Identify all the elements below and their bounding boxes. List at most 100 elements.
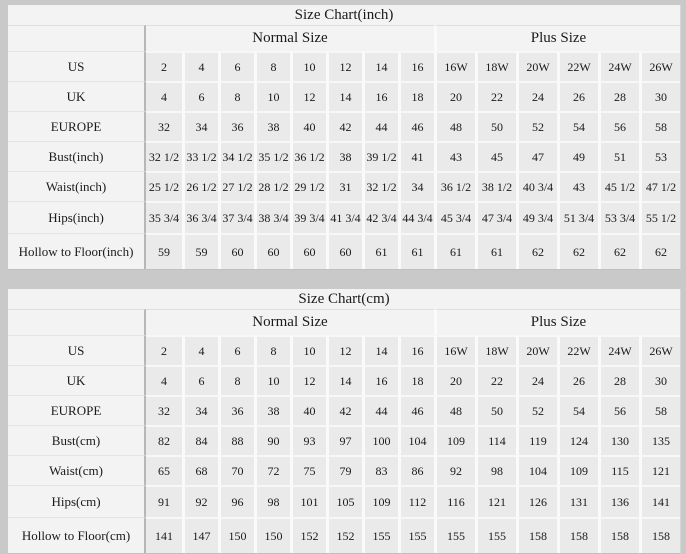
size-cell: 8 (254, 51, 290, 81)
size-cell: 2 (146, 51, 182, 81)
size-cell: 12 (326, 335, 362, 365)
row-label: Bust(cm) (8, 425, 146, 455)
size-cell: 121 (475, 485, 516, 517)
table-row: Bust(inch) 32 1/2 33 1/2 34 1/2 35 1/2 36 1/2… (8, 141, 681, 171)
table-row: UK 4 6 8 10 12 14 16 18 20 22 24 26 28 30 (8, 365, 681, 395)
size-cell: 10 (290, 335, 326, 365)
size-cell: 61 (475, 233, 516, 269)
size-cell: 92 (182, 485, 218, 517)
size-cell: 147 (182, 517, 218, 553)
size-cell: 61 (362, 233, 398, 269)
size-cell: 24W (598, 335, 639, 365)
table-row: EUROPE 32 34 36 38 40 42 44 46 48 50 52 54 56 58 (8, 111, 681, 141)
size-cell: 40 3/4 (516, 171, 557, 201)
column-group-plus-size: Plus Size (434, 25, 681, 51)
size-cell: 96 (218, 485, 254, 517)
table-row: UK 4 6 8 10 12 14 16 18 20 22 24 26 28 30 (8, 81, 681, 111)
size-cell: 91 (146, 485, 182, 517)
size-cell: 93 (290, 425, 326, 455)
size-cell: 34 (398, 171, 434, 201)
size-cell: 104 (516, 455, 557, 485)
size-cell: 50 (475, 395, 516, 425)
size-cell: 32 1/2 (146, 141, 182, 171)
size-cell: 54 (557, 395, 598, 425)
size-chart-table-cm: Size Chart(cm) Normal Size Plus Size US 2… (8, 289, 682, 554)
size-cell: 29 1/2 (290, 171, 326, 201)
size-cell: 61 (434, 233, 475, 269)
size-cell: 53 3/4 (598, 201, 639, 233)
size-cell: 38 (326, 141, 362, 171)
size-cell: 158 (516, 517, 557, 553)
size-cell: 10 (254, 81, 290, 111)
size-cell: 100 (362, 425, 398, 455)
row-label: Hollow to Floor(cm) (8, 517, 146, 553)
size-cell: 44 3/4 (398, 201, 434, 233)
size-cell: 26 (557, 81, 598, 111)
size-cell: 27 1/2 (218, 171, 254, 201)
size-cell: 119 (516, 425, 557, 455)
size-cell: 155 (362, 517, 398, 553)
size-cell: 26W (639, 51, 681, 81)
size-cell: 12 (290, 365, 326, 395)
size-cell: 14 (326, 365, 362, 395)
size-cell: 36 (218, 395, 254, 425)
size-cell: 150 (254, 517, 290, 553)
size-cell: 155 (434, 517, 475, 553)
size-cell: 31 (326, 171, 362, 201)
size-cell: 51 (598, 141, 639, 171)
size-cell: 52 (516, 111, 557, 141)
size-cell: 105 (326, 485, 362, 517)
size-cell: 48 (434, 395, 475, 425)
size-cell: 4 (146, 365, 182, 395)
size-cell: 38 1/2 (475, 171, 516, 201)
size-cell: 20 (434, 365, 475, 395)
size-cell: 109 (557, 455, 598, 485)
size-cell: 8 (218, 365, 254, 395)
size-cell: 28 (598, 365, 639, 395)
size-cell: 47 (516, 141, 557, 171)
size-cell: 54 (557, 111, 598, 141)
size-cell: 14 (362, 335, 398, 365)
size-cell: 62 (557, 233, 598, 269)
size-cell: 52 (516, 395, 557, 425)
size-cell: 14 (362, 51, 398, 81)
size-cell: 6 (182, 81, 218, 111)
size-cell: 58 (639, 395, 681, 425)
size-cell: 72 (254, 455, 290, 485)
page-background: Size Chart(inch) Normal Size Plus Size U… (8, 5, 682, 554)
size-cell: 141 (146, 517, 182, 553)
row-label: EUROPE (8, 395, 146, 425)
size-cell: 104 (398, 425, 434, 455)
size-cell: 124 (557, 425, 598, 455)
size-cell: 55 1/2 (639, 201, 681, 233)
size-cell: 16 (398, 335, 434, 365)
size-cell: 4 (182, 335, 218, 365)
column-group-row: Normal Size Plus Size (8, 309, 681, 335)
size-cell: 59 (182, 233, 218, 269)
size-cell: 20 (434, 81, 475, 111)
size-cell: 49 3/4 (516, 201, 557, 233)
size-cell: 42 (326, 111, 362, 141)
size-cell: 152 (326, 517, 362, 553)
size-cell: 50 (475, 111, 516, 141)
size-cell: 141 (639, 485, 681, 517)
table-row: Hips(inch) 35 3/4 36 3/4 37 3/4 38 3/4 39 3/4… (8, 201, 681, 233)
size-cell: 152 (290, 517, 326, 553)
size-cell: 4 (146, 81, 182, 111)
table-row: EUROPE 32 34 36 38 40 42 44 46 48 50 52 54 56 58 (8, 395, 681, 425)
size-cell: 46 (398, 395, 434, 425)
size-cell: 98 (475, 455, 516, 485)
size-cell: 28 1/2 (254, 171, 290, 201)
size-cell: 10 (290, 51, 326, 81)
row-label: UK (8, 81, 146, 111)
size-cell: 25 1/2 (146, 171, 182, 201)
size-cell: 12 (290, 81, 326, 111)
size-cell: 46 (398, 111, 434, 141)
row-label: US (8, 335, 146, 365)
size-cell: 38 (254, 395, 290, 425)
size-cell: 155 (475, 517, 516, 553)
size-cell: 131 (557, 485, 598, 517)
size-cell: 4 (182, 51, 218, 81)
table-row: Waist(inch) 25 1/2 26 1/2 27 1/2 28 1/2 29 1/… (8, 171, 681, 201)
size-cell: 16 (398, 51, 434, 81)
